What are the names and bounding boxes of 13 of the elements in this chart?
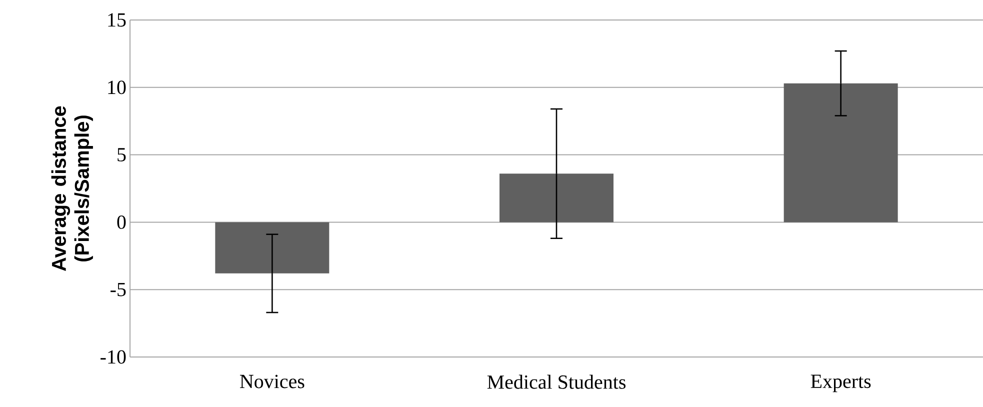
bar (500, 174, 614, 222)
y-tick-label: -10 (100, 350, 126, 364)
x-tick-label: Medical Students (487, 374, 626, 389)
y-tick-label: 15 (108, 13, 126, 27)
bar (784, 83, 898, 222)
y-tick-label: -5 (110, 282, 126, 296)
y-tick-label: 5 (118, 148, 126, 162)
y-axis-title: Average distance (Pixels/Sample) (51, 106, 93, 271)
x-tick-label: Novices (240, 374, 304, 388)
bar (215, 222, 330, 274)
y-tick-label: 0 (117, 215, 126, 229)
x-tick-label: Experts (810, 374, 871, 392)
y-tick-label: 10 (108, 80, 126, 94)
